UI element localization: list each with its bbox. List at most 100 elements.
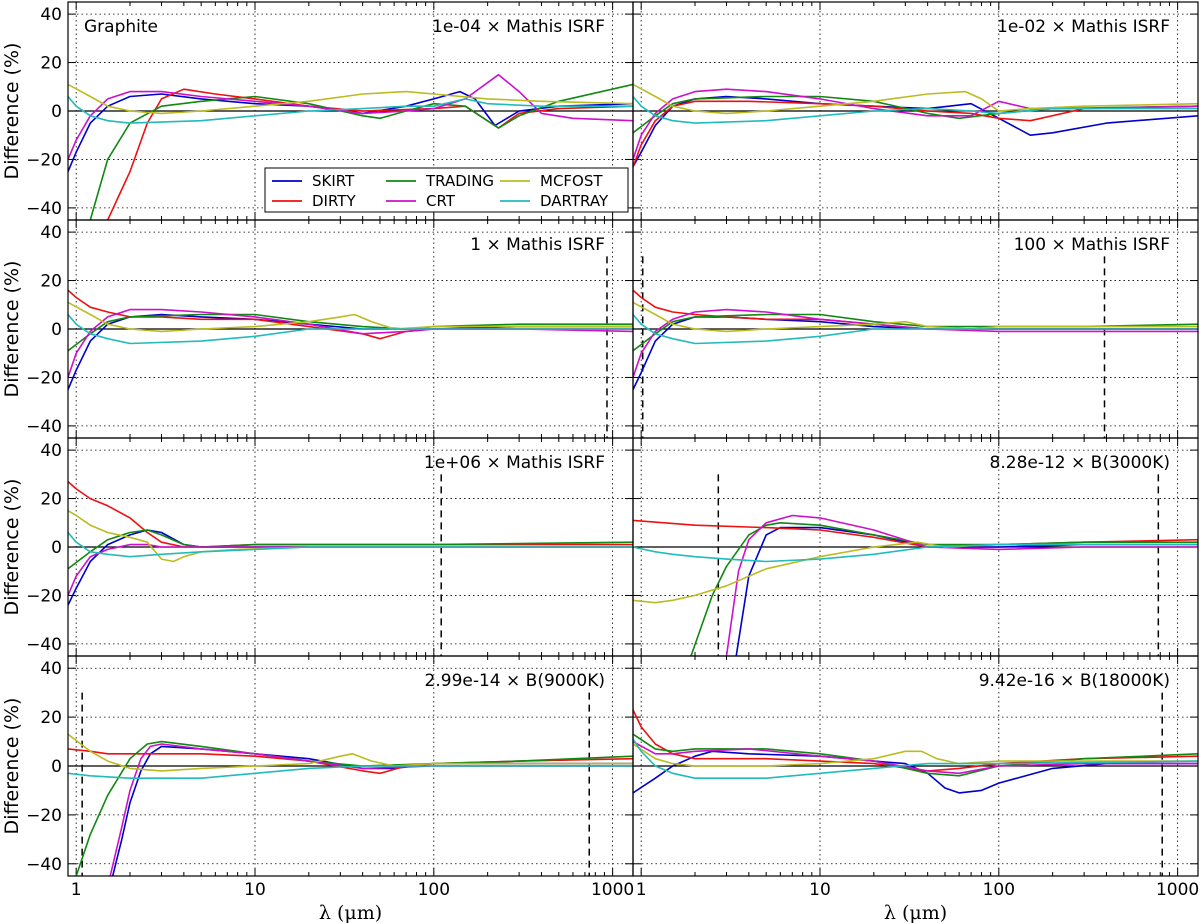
series-line-mcfost xyxy=(68,733,633,772)
series-line-dartray xyxy=(68,95,633,124)
panel-label: 8.28e-12 × B(3000K) xyxy=(990,453,1170,473)
y-tick-label: −40 xyxy=(26,635,62,655)
legend: SKIRT DIRTY TRADING CRT MCFOST DARTRAY xyxy=(264,167,629,213)
y-tick-label: 20 xyxy=(40,490,62,510)
y-tick-label: 0 xyxy=(51,538,62,558)
series-line-trading xyxy=(690,522,1198,656)
series-line-dartray xyxy=(68,765,633,779)
panel-1: 1e-04 × Mathis ISRF −40 −20 0 20 40 Difference… xyxy=(1,1,634,221)
panel-8: 9.42e-16 × B(18000K) 1 10 100 1000 λ (μm) xyxy=(632,655,1199,923)
y-tick-label: −40 xyxy=(26,417,62,437)
legend-label: DIRTY xyxy=(312,192,356,210)
x-axis-label: λ (μm) xyxy=(884,902,947,923)
series-line-dartray xyxy=(633,95,1198,124)
series-group xyxy=(68,289,633,390)
y-tick-label: 20 xyxy=(40,54,62,74)
y-tick-label: 40 xyxy=(40,441,62,461)
legend-label: CRT xyxy=(426,192,456,210)
panel-label: 100 × Mathis ISRF xyxy=(1014,235,1170,255)
y-axis-label: Difference (%) xyxy=(1,261,23,398)
y-axis-label: Difference (%) xyxy=(1,698,23,835)
y-axis-label: Difference (%) xyxy=(1,43,23,180)
axis-ticks xyxy=(632,2,1198,220)
y-tick-label: 40 xyxy=(40,5,62,25)
y-tick-label: 0 xyxy=(51,320,62,340)
labels-layer: Graphite xyxy=(84,17,158,37)
legend-box xyxy=(264,167,629,213)
y-tick-label: 40 xyxy=(40,223,62,243)
panel-6: 8.28e-12 × B(3000K) xyxy=(632,437,1199,657)
panel-4: 100 × Mathis ISRF xyxy=(632,219,1199,439)
legend-label: SKIRT xyxy=(312,172,355,190)
panel-frame xyxy=(632,655,1199,877)
series-group xyxy=(633,83,1198,168)
series-line-crt xyxy=(68,73,633,160)
series-line-trading xyxy=(89,83,633,220)
series-group xyxy=(68,73,633,220)
x-tick-label: 10 xyxy=(809,880,831,900)
axis-ticks xyxy=(632,220,1198,438)
series-group xyxy=(633,709,1198,794)
series-line-dartray xyxy=(633,738,1198,779)
legend-item-dartray: DARTRAY xyxy=(500,192,609,210)
panel-label: 9.42e-16 × B(18000K) xyxy=(979,671,1170,691)
x-tick-label: 10 xyxy=(244,880,266,900)
series-line-skirt xyxy=(633,750,1198,794)
legend-label: TRADING xyxy=(425,172,494,190)
series-line-crt xyxy=(68,543,633,596)
y-tick-label: −20 xyxy=(26,368,62,388)
series-line-dartray xyxy=(68,531,633,558)
series-line-skirt xyxy=(68,529,633,606)
y-tick-label: 20 xyxy=(40,272,62,292)
y-axis-label: Difference (%) xyxy=(1,479,23,616)
legend-item-trading: TRADING xyxy=(386,172,494,190)
series-line-crt xyxy=(633,740,1198,775)
series-line-dirty xyxy=(633,100,1198,167)
series-group xyxy=(68,733,633,876)
panel-2: 1e-02 × Mathis ISRF xyxy=(632,1,1199,221)
y-tick-label: 0 xyxy=(51,102,62,122)
series-line-skirt xyxy=(735,526,1198,656)
series-line-skirt xyxy=(68,90,633,172)
series-line-mcfost xyxy=(633,743,1198,767)
legend-item-dirty: DIRTY xyxy=(272,192,356,210)
y-tick-label: −20 xyxy=(26,806,62,826)
panel-5: 1e+06 × Mathis ISRF −40 −20 0 20 40 Difference… xyxy=(1,437,634,657)
grid xyxy=(633,656,1198,876)
legend-item-crt: CRT xyxy=(386,192,456,210)
x-tick-label: 1 xyxy=(636,880,647,900)
series-line-trading xyxy=(75,740,633,876)
series-group xyxy=(633,514,1198,656)
panel-label: 1 × Mathis ISRF xyxy=(470,235,605,255)
x-tick-label: 1000 xyxy=(1156,880,1199,900)
series-group xyxy=(633,289,1198,390)
x-axis-label: λ (μm) xyxy=(319,902,382,923)
x-tick-label: 100 xyxy=(418,880,450,900)
legend-item-mcfost: MCFOST xyxy=(500,172,603,190)
series-group xyxy=(68,481,633,606)
panel-3: 1 × Mathis ISRF −40 −20 0 20 40 Difference (%) xyxy=(1,219,634,439)
material-label: Graphite xyxy=(84,17,158,37)
axis-ticks xyxy=(632,656,1198,876)
series-line-crt xyxy=(725,514,1198,656)
y-tick-label: −20 xyxy=(26,586,62,606)
panel-label: 1e-02 × Mathis ISRF xyxy=(997,17,1170,37)
y-tick-label: 40 xyxy=(40,659,62,679)
series-line-mcfost xyxy=(68,301,633,333)
y-tick-label: −40 xyxy=(26,199,62,219)
legend-label: DARTRAY xyxy=(540,192,609,210)
series-line-crt xyxy=(633,88,1198,160)
panel-label: 1e-04 × Mathis ISRF xyxy=(432,17,605,37)
axis-ticks xyxy=(67,2,633,220)
y-tick-label: −20 xyxy=(26,150,62,170)
x-tick-label: 1 xyxy=(71,880,82,900)
series-line-crt xyxy=(633,308,1198,378)
grid xyxy=(68,656,633,876)
series-line-dartray xyxy=(68,313,633,345)
legend-item-skirt: SKIRT xyxy=(272,172,355,190)
panel-7: 2.99e-14 × B(9000K) −40 −20 0 20 40 Difference… xyxy=(1,655,634,923)
y-tick-label: 0 xyxy=(51,757,62,777)
legend-label: MCFOST xyxy=(540,172,603,190)
series-line-dartray xyxy=(633,543,1198,563)
